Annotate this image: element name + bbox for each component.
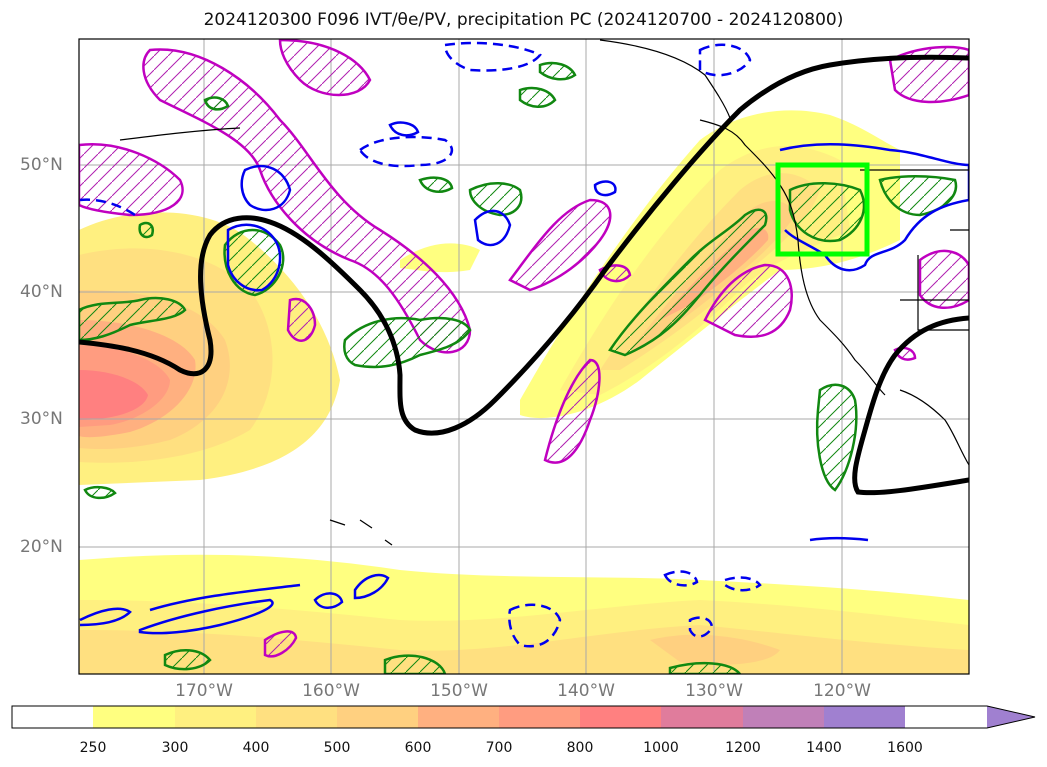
lon-label-140w: 140°W bbox=[557, 681, 615, 701]
colorbar-segment bbox=[337, 706, 418, 728]
lon-label-120w: 120°W bbox=[813, 681, 871, 701]
colorbar-tick: 300 bbox=[161, 740, 189, 756]
map-area bbox=[79, 39, 969, 674]
theta-e-dashed-contours bbox=[79, 41, 762, 648]
colorbar-segment bbox=[175, 706, 256, 728]
lon-label-130w: 130°W bbox=[685, 681, 743, 701]
colorbar-segment bbox=[580, 706, 661, 728]
colorbar-frame bbox=[11, 705, 1036, 729]
colorbar-segment bbox=[743, 706, 824, 728]
ivt-shading-ar bbox=[400, 110, 900, 419]
colorbar-segment bbox=[256, 706, 337, 728]
graticule bbox=[79, 39, 969, 674]
pv-contour-east bbox=[852, 315, 969, 496]
colorbar-extend-arrow bbox=[987, 706, 1035, 728]
colorbar-segment bbox=[661, 706, 743, 728]
lat-label-30: 30°N bbox=[20, 409, 63, 429]
colorbar-tick: 1200 bbox=[725, 740, 761, 756]
colorbar-tick: 700 bbox=[485, 740, 513, 756]
colorbar-tick: 800 bbox=[566, 740, 594, 756]
colorbar-tick: 400 bbox=[242, 740, 270, 756]
colorbar-tick: 500 bbox=[323, 740, 351, 756]
coastlines bbox=[119, 39, 969, 546]
lon-label-150w: 150°W bbox=[430, 681, 488, 701]
colorbar-segment bbox=[12, 706, 93, 728]
pv-regions bbox=[79, 39, 969, 658]
colorbar-tick: 1600 bbox=[887, 740, 923, 756]
colorbar-tick: 1400 bbox=[806, 740, 842, 756]
lat-label-20: 20°N bbox=[20, 537, 63, 557]
lon-label-170w: 170°W bbox=[175, 681, 233, 701]
colorbar-tick: 250 bbox=[79, 740, 107, 756]
lat-label-40: 40°N bbox=[20, 282, 63, 302]
ivt-shading-south bbox=[79, 554, 969, 674]
lon-label-160w: 160°W bbox=[302, 681, 360, 701]
lat-label-50: 50°N bbox=[20, 155, 63, 175]
target-region-box bbox=[775, 162, 870, 257]
pv-contour-main bbox=[79, 54, 969, 436]
colorbar-tick: 600 bbox=[404, 740, 432, 756]
theta-e-contours bbox=[79, 121, 969, 635]
colorbar bbox=[12, 706, 1035, 728]
colorbar-segment bbox=[824, 706, 905, 728]
figure-title: 2024120300 F096 IVT/θe/PV, precipitation… bbox=[203, 10, 844, 30]
colorbar-segment bbox=[93, 706, 175, 728]
colorbar-tick: 1000 bbox=[643, 740, 679, 756]
precip-regions bbox=[79, 61, 958, 674]
colorbar-segment bbox=[499, 706, 580, 728]
map-frame bbox=[78, 38, 970, 675]
colorbar-segment bbox=[418, 706, 499, 728]
